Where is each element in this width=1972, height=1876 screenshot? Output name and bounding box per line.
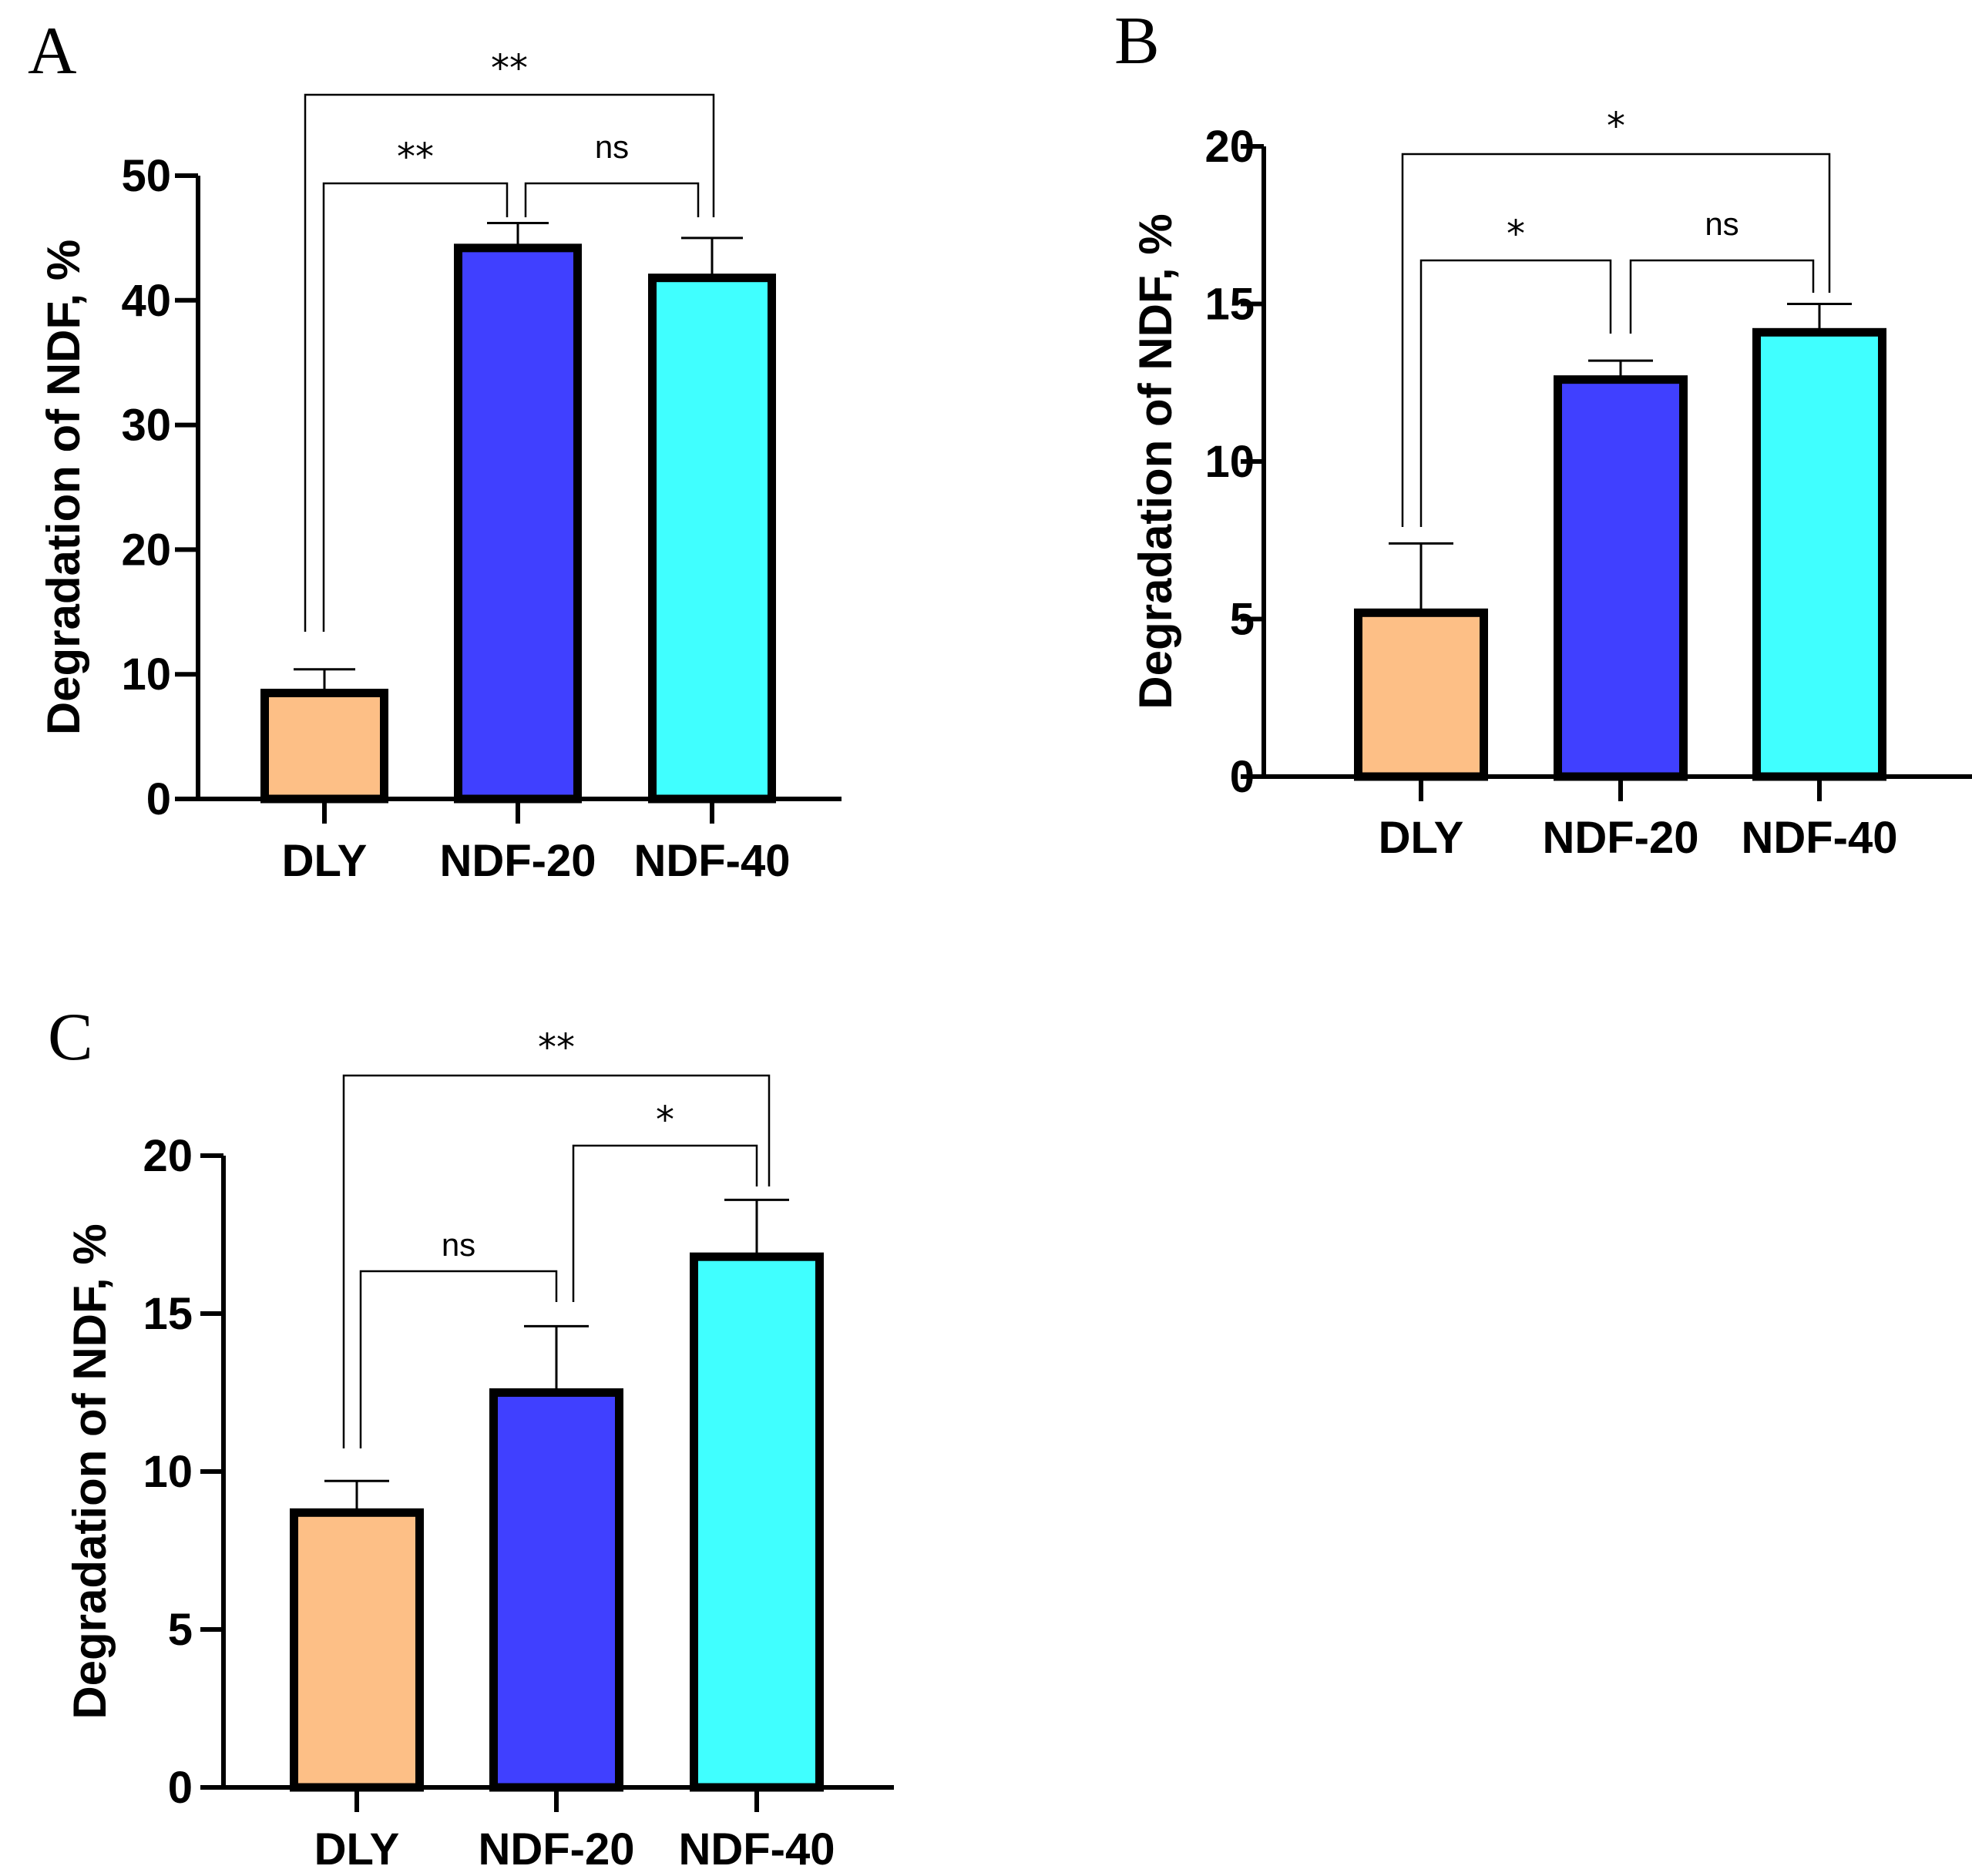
- y-tick-label: 20: [121, 525, 171, 575]
- y-tick-label: 30: [121, 401, 171, 451]
- chart-panel-a: A Degradation of NDF, % 0 10 20 30 40 50 DLY NDF-…: [28, 14, 842, 886]
- significance-label: **: [491, 47, 528, 90]
- x-category-label: NDF-20: [1542, 813, 1698, 863]
- significance-label: **: [538, 1026, 575, 1069]
- y-tick-label: 15: [143, 1289, 193, 1339]
- x-category-label: NDF-40: [678, 1824, 835, 1874]
- significance-label: ns: [595, 129, 629, 165]
- bar-ndf-40: [1752, 327, 1886, 781]
- x-category-label: DLY: [1379, 813, 1464, 863]
- bar-dly: [1354, 608, 1488, 781]
- bar-ndf-20: [489, 1388, 623, 1792]
- significance-bracket: [572, 1144, 758, 1302]
- bar-ndf-20: [1554, 375, 1688, 781]
- significance-bracket: [359, 1270, 558, 1448]
- bar-dly: [290, 1508, 424, 1792]
- chart-panel-c: C Degradation of NDF, % 0 5 10 15 20 DLY NDF-20 N…: [48, 1000, 894, 1874]
- significance-bracket: [1401, 153, 1831, 527]
- significance-label: ns: [442, 1227, 475, 1263]
- significance-label: **: [397, 136, 434, 179]
- significance-bracket: [342, 1074, 771, 1448]
- bar-ndf-20: [454, 243, 582, 804]
- y-tick-label: 0: [1230, 752, 1255, 802]
- chart-panel-b: B Degradation of NDF, % 0 5 10 15 20 DLY NDF-20 N…: [1114, 4, 1972, 863]
- significance-bracket: [1629, 259, 1815, 334]
- panel-letter: A: [28, 14, 77, 89]
- y-tick-label: 10: [1204, 437, 1255, 487]
- y-axis-title: Degradation of NDF, %: [64, 1223, 116, 1719]
- significance-bracket: [1419, 259, 1612, 527]
- significance-bracket: [322, 182, 509, 632]
- y-tick-label: 10: [121, 649, 171, 700]
- x-category-label: DLY: [314, 1824, 400, 1874]
- y-tick-label: 20: [1204, 122, 1255, 172]
- x-category-label: NDF-40: [1741, 813, 1897, 863]
- panel-letter: B: [1114, 4, 1160, 79]
- panel-letter: C: [48, 1000, 93, 1075]
- y-tick-label: 15: [1204, 280, 1255, 330]
- x-category-label: NDF-40: [633, 836, 790, 886]
- x-category-label: NDF-20: [478, 1824, 634, 1874]
- y-tick-label: 0: [146, 774, 171, 824]
- x-category-label: NDF-20: [439, 836, 596, 886]
- y-tick-label: 20: [143, 1131, 193, 1181]
- y-tick-label: 40: [121, 276, 171, 326]
- y-tick-label: 50: [121, 151, 171, 201]
- x-category-label: DLY: [282, 836, 368, 886]
- significance-bracket: [304, 93, 715, 632]
- y-tick-label: 10: [143, 1447, 193, 1497]
- y-axis-title: Degradation of NDF, %: [38, 240, 89, 735]
- significance-label: ns: [1705, 206, 1739, 242]
- y-tick-label: 5: [168, 1605, 193, 1655]
- bar-ndf-40: [690, 1252, 824, 1792]
- significance-bracket: [524, 182, 700, 217]
- y-tick-label: 0: [168, 1763, 193, 1813]
- significance-label: *: [1507, 213, 1525, 256]
- y-axis-title: Degradation of NDF, %: [1130, 213, 1181, 709]
- bar-ndf-40: [648, 274, 776, 804]
- significance-label: *: [1607, 105, 1625, 148]
- significance-label: *: [656, 1099, 674, 1142]
- bar-dly: [260, 688, 388, 804]
- y-tick-label: 5: [1230, 595, 1255, 645]
